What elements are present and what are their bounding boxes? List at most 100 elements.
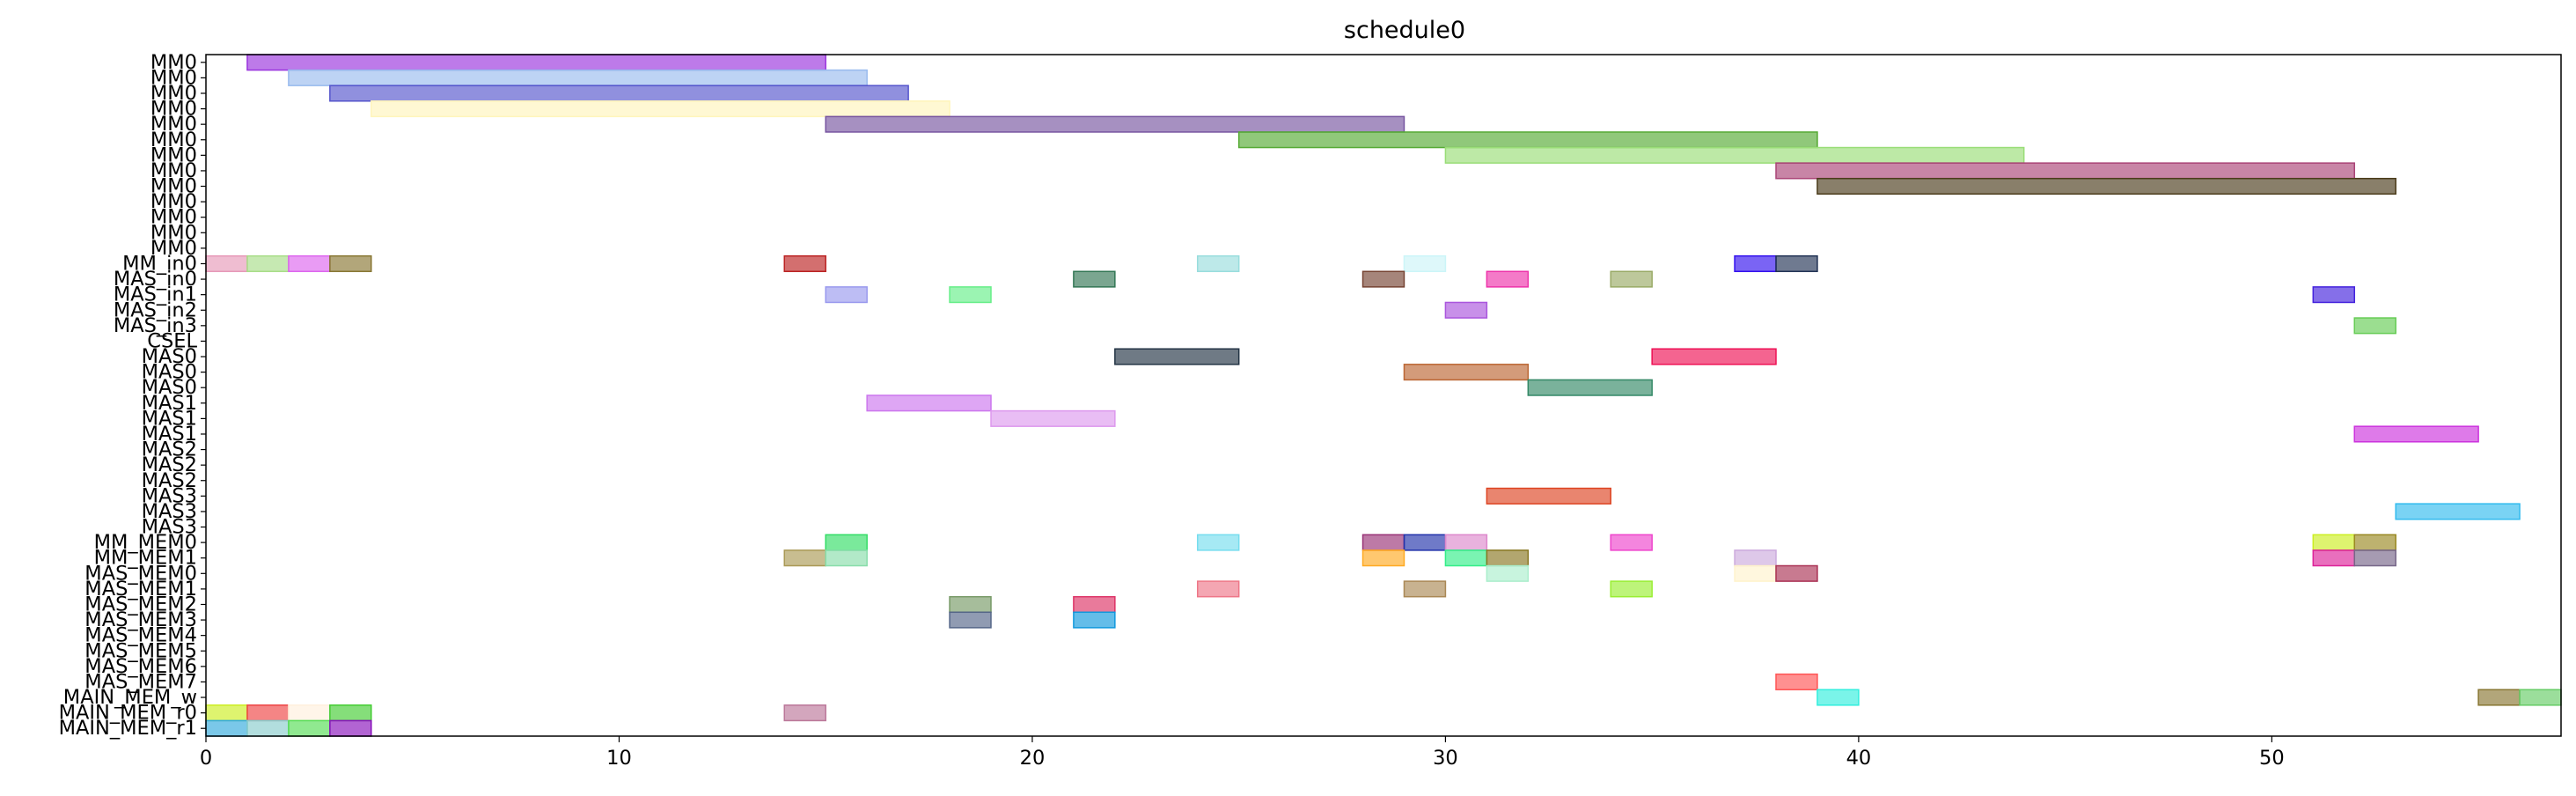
y-tick-label: MAS_in3 <box>114 314 197 337</box>
task-bar <box>1734 254 1777 273</box>
task-bar <box>288 704 331 722</box>
task-bar <box>949 286 992 304</box>
task-bar <box>1361 549 1405 567</box>
task-bar <box>1486 564 1530 582</box>
task-bar <box>825 549 868 567</box>
row-labels: MM0MM0MM0MM0MM0MM0MM0MM0MM0MM0MM0MM0MM0M… <box>59 51 206 740</box>
task-bar <box>1196 580 1240 598</box>
y-tick-label: CSEL <box>147 329 197 352</box>
y-tick-label: MAS_MEM2 <box>84 593 197 615</box>
task-bar <box>949 595 992 614</box>
y-tick-label: MAS1 <box>142 407 197 430</box>
task-bar <box>2312 286 2356 304</box>
task-bar <box>246 704 290 722</box>
task-bar <box>288 69 868 86</box>
task-bar <box>1486 487 1611 505</box>
task-bar <box>1527 379 1653 396</box>
y-tick-label: MM0 <box>150 66 197 89</box>
task-bar <box>2519 689 2562 706</box>
y-tick-label: MAS3 <box>142 500 197 523</box>
x-axis: 0 10 20 30 40 50 <box>200 736 2285 770</box>
y-tick-label: MM0 <box>150 82 197 105</box>
y-tick-label: MAS2 <box>142 453 197 476</box>
task-bar <box>2312 549 2356 567</box>
task-bar <box>1361 534 1405 551</box>
task-bar <box>1816 177 2396 195</box>
task-bar <box>1403 534 1447 551</box>
task-bar <box>1114 348 1240 365</box>
y-tick-label: MM0 <box>150 206 197 229</box>
task-bar <box>783 254 826 273</box>
chart-title: schedule0 <box>1344 17 1465 44</box>
task-bar <box>1403 254 1447 273</box>
task-bar <box>990 409 1116 427</box>
task-bar <box>825 115 1405 133</box>
y-tick-label: MAS_MEM4 <box>84 624 197 647</box>
y-tick-label: MAS2 <box>142 469 197 492</box>
y-tick-label: MAS_MEM1 <box>84 578 197 601</box>
task-bar <box>1073 595 1116 614</box>
y-tick-label: MAIN_MEM_w <box>63 686 197 709</box>
y-tick-label: MAS2 <box>142 439 197 461</box>
y-tick-label: MAS_in2 <box>114 298 197 321</box>
y-tick-label: MM0 <box>150 113 197 136</box>
task-bar <box>1196 254 1240 273</box>
y-tick-label: MAS3 <box>142 516 197 539</box>
y-tick-label: MAS3 <box>142 484 197 507</box>
y-tick-label: MM_in0 <box>122 252 197 275</box>
y-tick-label: MAS0 <box>142 361 197 384</box>
task-bar <box>288 254 331 273</box>
task-bar <box>2353 549 2396 567</box>
task-bar <box>866 394 992 412</box>
task-bar <box>1610 580 1653 598</box>
task-bar <box>825 534 868 551</box>
y-tick-label: MAS1 <box>142 423 197 446</box>
y-tick-label: MAS_MEM3 <box>84 608 197 631</box>
x-tick-label: 0 <box>200 747 212 770</box>
task-bar <box>371 100 950 118</box>
task-bar <box>329 85 909 102</box>
task-bar <box>1444 534 1488 551</box>
task-bar <box>329 254 372 273</box>
x-tick-label: 40 <box>1846 747 1872 770</box>
task-bar <box>1610 270 1653 288</box>
y-tick-label: MAS_MEM6 <box>84 655 197 678</box>
task-bar <box>1651 348 1777 365</box>
task-bar <box>246 254 290 273</box>
task-bar <box>2353 425 2479 443</box>
task-bar <box>1610 534 1653 551</box>
task-bar <box>949 611 992 629</box>
y-tick-label: MAIN_MEM_r0 <box>59 702 197 725</box>
y-tick-label: MAS0 <box>142 376 197 399</box>
task-bar <box>205 719 248 737</box>
task-bar <box>1403 364 1530 381</box>
x-tick-label: 10 <box>606 747 632 770</box>
y-tick-label: MM_MEM1 <box>94 547 197 570</box>
y-tick-label: MAIN_MEM_r1 <box>59 717 197 740</box>
y-tick-label: MAS_MEM5 <box>84 639 197 662</box>
task-bar <box>1444 301 1488 319</box>
x-tick-label: 20 <box>1020 747 1046 770</box>
task-bar <box>825 286 868 304</box>
y-tick-label: MM0 <box>150 129 197 151</box>
task-bar <box>783 549 826 567</box>
task-bar <box>1361 270 1405 288</box>
task-bar <box>1775 254 1818 273</box>
task-bar <box>205 704 248 722</box>
task-bar <box>329 719 372 737</box>
task-bar <box>1444 146 2025 164</box>
y-tick-label: MAS_in1 <box>114 284 197 306</box>
task-bar <box>1073 611 1116 629</box>
task-bar <box>783 704 826 722</box>
task-bar <box>246 719 290 737</box>
y-tick-label: MM0 <box>150 190 197 213</box>
y-tick-label: MM0 <box>150 98 197 121</box>
y-tick-label: MM0 <box>150 175 197 198</box>
y-tick-label: MAS1 <box>142 392 197 415</box>
task-bar <box>2477 689 2521 706</box>
y-tick-label: MAS_MEM7 <box>84 670 197 693</box>
task-bar <box>205 254 248 273</box>
task-bar <box>1734 549 1777 567</box>
